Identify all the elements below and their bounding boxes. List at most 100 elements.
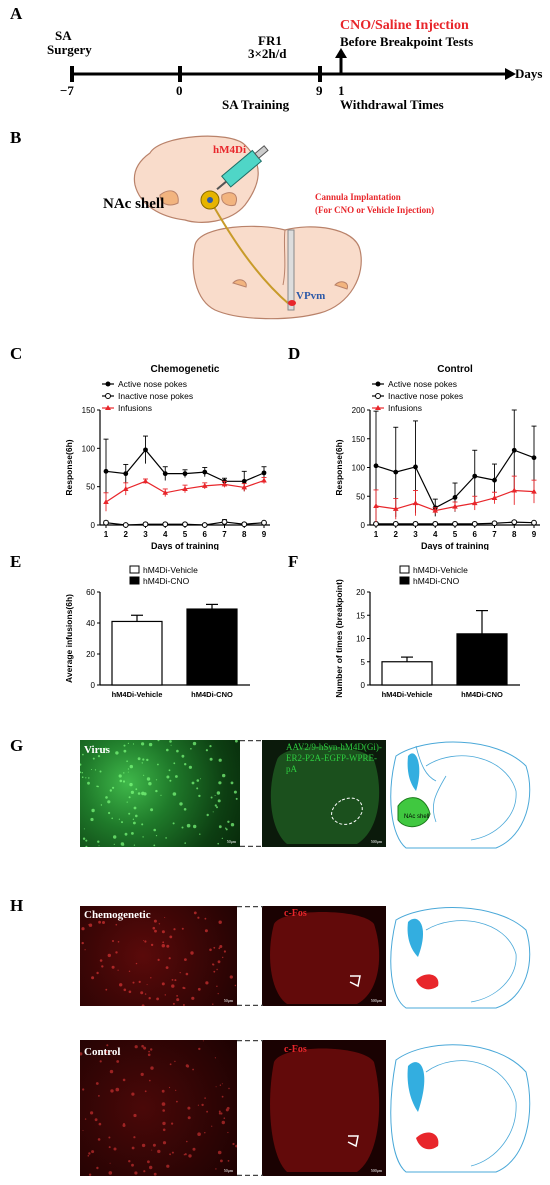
x-tick-label: 5 <box>453 530 458 539</box>
cell-speckle <box>96 971 99 975</box>
cell-speckle <box>171 984 175 988</box>
legend-marker <box>105 405 111 410</box>
cell-speckle <box>183 808 187 811</box>
cell-speckle <box>218 1112 221 1115</box>
legend-marker <box>375 393 381 399</box>
cell-speckle <box>166 944 170 948</box>
cell-speckle <box>172 1002 175 1005</box>
y-tick-label: 100 <box>352 464 366 473</box>
bar <box>381 661 433 686</box>
cell-speckle <box>235 740 238 743</box>
y-tick-label: 60 <box>86 588 95 597</box>
lower-right-structure <box>334 281 349 290</box>
panel-label-a: A <box>10 4 23 23</box>
cell-speckle <box>223 950 226 953</box>
cell-speckle <box>144 1090 147 1093</box>
x-axis-label: Days of training <box>421 541 489 550</box>
chart-chemogenetic: Chemogenetic Active nose pokes Inactive no… <box>64 364 270 550</box>
brain-section-green: AAV2/9-hSyn-hM4D(Gi)-ER2-P2A-EGFP-WPRE-p… <box>262 740 386 847</box>
scale-label-50-h2: 50μm <box>223 1168 233 1173</box>
timeline-arrowhead <box>505 68 516 80</box>
cell-speckle <box>99 770 102 773</box>
cell-speckle <box>88 1152 91 1155</box>
cell-speckle <box>146 758 149 762</box>
legend-swatch <box>399 565 410 574</box>
injection-site-dashed <box>331 797 363 825</box>
data-point <box>531 488 537 494</box>
cell-speckle <box>113 843 115 845</box>
cell-speckle <box>161 1089 165 1093</box>
data-point <box>162 489 169 495</box>
cell-speckle <box>205 749 208 752</box>
cell-speckle <box>176 995 178 997</box>
x-tick-label: 6 <box>473 530 478 539</box>
cell-speckle <box>206 1110 208 1113</box>
cell-speckle <box>171 979 174 981</box>
panel-label-b: B <box>10 128 22 147</box>
cell-speckle <box>176 998 180 1002</box>
cell-speckle <box>119 983 123 987</box>
cell-speckle <box>90 817 94 822</box>
ventricle-blue-h2 <box>407 1062 425 1112</box>
cell-speckle <box>112 786 115 789</box>
cell-speckle <box>131 1146 135 1150</box>
cell-speckle <box>216 985 218 987</box>
cell-speckle <box>122 1124 126 1127</box>
cell-speckle <box>185 972 189 976</box>
cell-speckle <box>218 947 221 950</box>
y-tick-label: 0 <box>361 681 366 690</box>
cell-speckle <box>85 839 88 842</box>
cell-speckle <box>171 1151 174 1154</box>
cell-speckle <box>165 966 169 969</box>
cell-speckle <box>174 1060 176 1063</box>
ventricle-blue-h1 <box>407 918 424 957</box>
cell-speckle <box>162 1121 166 1126</box>
virus-label: Virus <box>84 744 110 756</box>
cell-speckle <box>164 917 166 918</box>
cell-speckle <box>133 821 136 825</box>
cell-speckle <box>221 1083 223 1085</box>
cell-speckle <box>87 1155 90 1157</box>
x-tick-label: 7 <box>222 530 227 539</box>
withdrawal-label: Withdrawal Times <box>340 97 444 112</box>
legend-label: Inactive nose pokes <box>118 391 193 401</box>
cell-speckle <box>166 1164 170 1168</box>
cell-speckle <box>91 808 95 813</box>
data-point <box>123 471 129 477</box>
nac-region-label: NAc shell <box>404 814 429 820</box>
cell-speckle <box>161 944 165 948</box>
data-point <box>452 520 458 527</box>
y-tick-label: 150 <box>82 406 96 415</box>
zoom-connector-h2 <box>237 1040 263 1176</box>
data-point <box>472 473 478 479</box>
cannula-label-line2: (For CNO or Vehicle Injection) <box>315 205 435 215</box>
cell-speckle <box>99 959 103 962</box>
construct-label: AAV2/9-hSyn-hM4D(Gi)-ER2-P2A-EGFP-WPRE-p… <box>286 742 382 774</box>
legend-label: hM4Di-Vehicle <box>413 565 468 575</box>
cell-speckle <box>204 917 207 920</box>
cell-speckle <box>82 1130 84 1131</box>
panel-label-g: G <box>10 736 24 755</box>
chemogenetic-micrograph: Chemogenetic 50μm <box>80 906 237 1006</box>
cell-speckle <box>213 946 216 949</box>
timeline-diagram <box>70 48 516 82</box>
cell-speckle <box>213 970 216 973</box>
cell-speckle <box>100 804 103 806</box>
data-point <box>392 505 399 511</box>
cell-speckle <box>187 1116 191 1120</box>
tick-label-minus7: −7 <box>60 83 74 98</box>
cell-speckle <box>225 828 228 831</box>
cell-speckle <box>215 1168 217 1170</box>
cannula-label-line1: Cannula Implantation <box>315 192 401 202</box>
vpvm-target <box>288 300 296 306</box>
lower-left-structure <box>232 279 247 288</box>
x-axis-label: Days of training <box>151 541 219 550</box>
data-point <box>122 522 129 528</box>
cell-speckle <box>161 930 165 934</box>
cell-speckle <box>131 832 134 835</box>
cell-speckle <box>223 1117 226 1119</box>
x-tick-label: 8 <box>512 530 517 539</box>
cell-speckle <box>80 763 82 766</box>
cell-speckle <box>212 811 214 813</box>
